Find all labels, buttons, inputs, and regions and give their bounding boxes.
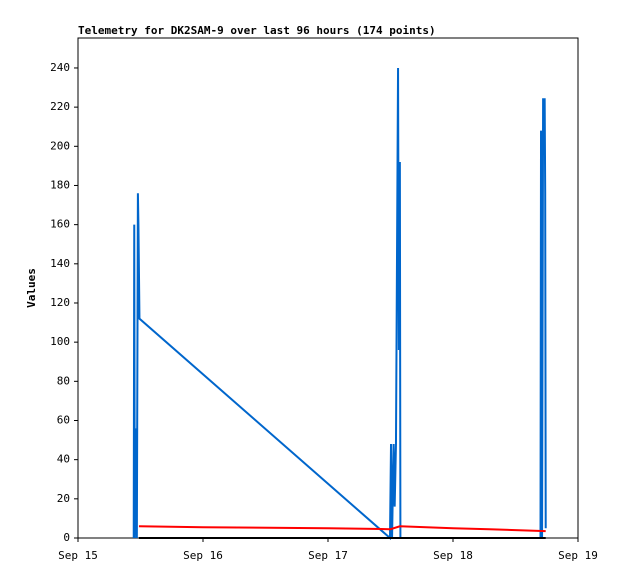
- y-tick-label: 60: [57, 413, 70, 426]
- x-tick-label: Sep 17: [308, 549, 348, 562]
- y-tick-label: 160: [50, 218, 70, 231]
- chart-title: Telemetry for DK2SAM-9 over last 96 hour…: [78, 24, 436, 37]
- y-tick-label: 0: [63, 531, 70, 544]
- series-line: [138, 525, 546, 533]
- y-tick-label: 20: [57, 492, 70, 505]
- y-tick-label: 80: [57, 374, 70, 387]
- y-tick-label: 220: [50, 100, 70, 113]
- x-tick-label: Sep 15: [58, 549, 98, 562]
- x-tick-label: Sep 18: [433, 549, 473, 562]
- y-tick-label: 100: [50, 335, 70, 348]
- y-tick-label: 40: [57, 453, 70, 466]
- x-tick-label: Sep 16: [183, 549, 223, 562]
- y-tick-label: 140: [50, 257, 70, 270]
- y-tick-label: 200: [50, 139, 70, 152]
- y-tick-label: 240: [50, 61, 70, 74]
- x-tick-label: Sep 19: [558, 549, 598, 562]
- y-tick-label: 120: [50, 296, 70, 309]
- y-axis-label: Values: [25, 268, 38, 308]
- y-tick-label: 180: [50, 178, 70, 191]
